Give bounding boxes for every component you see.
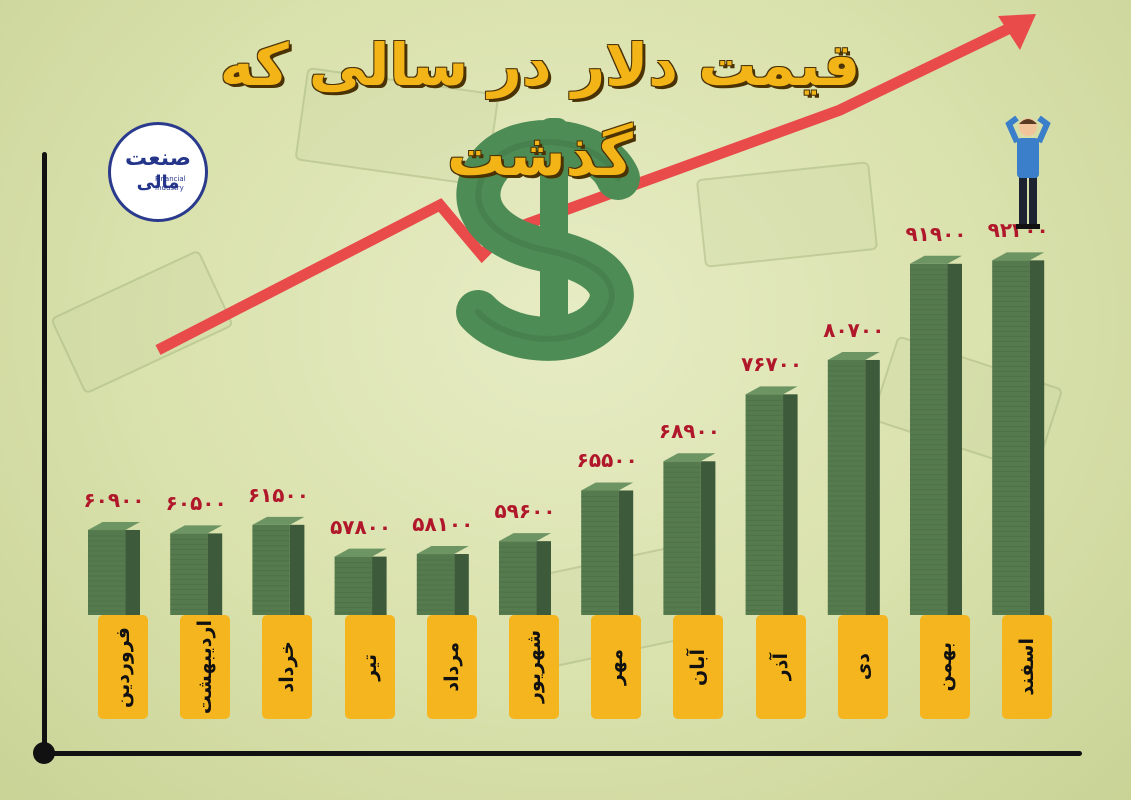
bar bbox=[663, 453, 716, 615]
bar bbox=[910, 255, 962, 615]
value-label: ۶۸۹۰۰ bbox=[658, 419, 720, 444]
month-label-text: آذر bbox=[769, 653, 792, 681]
month-label-text: شهریور bbox=[523, 630, 545, 704]
value-label: ۶۵۵۰۰ bbox=[576, 448, 638, 473]
logo-text-fa-2: مالی bbox=[136, 172, 180, 193]
value-label: ۵۸۱۰۰ bbox=[412, 512, 474, 537]
bar bbox=[416, 546, 469, 615]
y-axis-line bbox=[42, 152, 47, 752]
logo-text-en-1: Financial bbox=[155, 175, 186, 183]
value-label: ۷۶۷۰۰ bbox=[741, 352, 803, 377]
x-axis-line bbox=[42, 751, 1082, 756]
logo-text-en-2: Industry bbox=[155, 184, 184, 192]
month-label-text: اسفند bbox=[1016, 638, 1039, 696]
value-label: ۸۰۷۰۰ bbox=[823, 317, 885, 342]
trend-arrow-head bbox=[998, 14, 1036, 50]
month-label: خرداد bbox=[262, 615, 313, 719]
value-label: ۶۰۹۰۰ bbox=[83, 487, 145, 512]
value-label: ۹۲۳۰۰ bbox=[987, 218, 1049, 243]
month-label: اردیبهشت bbox=[180, 615, 231, 719]
bar bbox=[827, 351, 880, 615]
month-label-text: فروردین bbox=[112, 626, 134, 708]
chart-title: قیمت دلار در سالی که گذشت bbox=[219, 31, 861, 189]
month-label: آذر bbox=[755, 615, 806, 719]
month-label: بهمن bbox=[920, 615, 970, 719]
month-label: آبان bbox=[673, 615, 724, 719]
bar bbox=[170, 525, 223, 615]
bar bbox=[499, 533, 551, 615]
value-label: ۹۱۹۰۰ bbox=[905, 221, 967, 246]
month-label: شهریور bbox=[509, 615, 559, 719]
month-label: دی bbox=[837, 615, 888, 719]
dollar-icon bbox=[456, 118, 640, 361]
worried-man-icon bbox=[1005, 115, 1051, 229]
bar bbox=[88, 521, 140, 615]
bar bbox=[334, 548, 387, 615]
month-label-text: مهر bbox=[605, 648, 628, 686]
month-label: مرداد bbox=[426, 615, 477, 719]
value-label: ۵۹۶۰۰ bbox=[494, 499, 556, 524]
bar bbox=[992, 252, 1045, 615]
month-label-text: آبان bbox=[687, 648, 710, 686]
logo-text-fa: صنعت bbox=[125, 146, 191, 171]
bar bbox=[252, 516, 305, 615]
month-label: تیر bbox=[344, 615, 395, 719]
month-label: مهر bbox=[591, 615, 642, 719]
month-label-text: بهمن bbox=[934, 642, 956, 692]
month-label: فروردین bbox=[98, 615, 148, 719]
brand-logo: صنعت مالی Financial Industry bbox=[108, 122, 208, 222]
month-label-text: اردیبهشت bbox=[194, 619, 217, 715]
month-label-text: تیر bbox=[358, 653, 381, 681]
month-label-text: خرداد bbox=[276, 641, 299, 693]
month-label: اسفند bbox=[1002, 615, 1053, 719]
value-label: ۵۷۸۰۰ bbox=[330, 514, 392, 539]
axis-origin-dot bbox=[33, 742, 55, 764]
bar bbox=[745, 386, 798, 615]
month-label-text: دی bbox=[851, 653, 874, 681]
bar bbox=[581, 482, 634, 615]
value-label: ۶۱۵۰۰ bbox=[247, 482, 309, 507]
value-label: ۶۰۵۰۰ bbox=[165, 491, 227, 516]
month-label-text: مرداد bbox=[440, 642, 463, 692]
logo-text-en: Financial Industry bbox=[155, 175, 186, 193]
